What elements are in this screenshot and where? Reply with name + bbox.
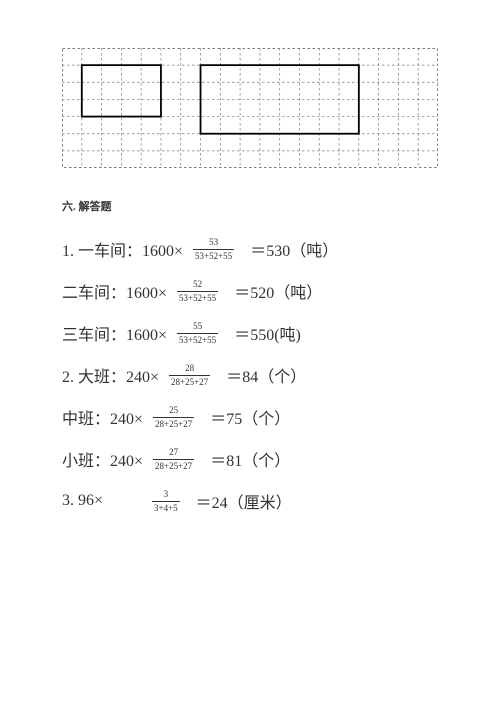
fraction: 5253+52+55 <box>177 279 218 304</box>
fraction: 5353+52+55 <box>193 237 234 262</box>
problem-list: 1. 一车间：1600×5353+52+55＝530（吨）二车间：1600×52… <box>62 234 438 516</box>
problem-row: 二车间：1600× 5253+52+55 ＝520（吨） <box>62 276 438 306</box>
fraction-denominator: 53+52+55 <box>193 249 234 262</box>
fraction-denominator: 53+52+55 <box>177 333 218 346</box>
section-heading: 六. 解答题 <box>62 198 438 214</box>
fraction-denominator: 28+25+27 <box>153 417 194 430</box>
problem-prefix: 小班：240× <box>62 447 143 471</box>
fraction-denominator: 28+25+27 <box>169 375 210 388</box>
fraction: 2728+25+27 <box>153 447 194 472</box>
fraction: 2828+25+27 <box>169 363 210 388</box>
problem-row: 2. 大班：240× 2828+25+27 ＝84（个） <box>62 360 438 390</box>
problem-prefix: 2. 大班：240× <box>62 363 159 387</box>
fraction-numerator: 55 <box>191 321 204 333</box>
fraction-numerator: 27 <box>167 447 180 459</box>
fraction-numerator: 3 <box>162 489 171 501</box>
problem-row: 小班：240× 2728+25+27 ＝81（个） <box>62 444 438 474</box>
problem-result: ＝550(吨) <box>234 321 301 345</box>
problem-prefix: 中班：240× <box>62 405 143 429</box>
problem-row: 3. 96× 33+4+5 ＝24（厘米） <box>62 486 438 516</box>
fraction: 2528+25+27 <box>153 405 194 430</box>
problem-result: ＝84（个） <box>226 363 306 387</box>
fraction: 5553+52+55 <box>177 321 218 346</box>
problem-result: ＝530（吨） <box>250 237 338 261</box>
problem-result: ＝24（厘米） <box>196 489 292 513</box>
fraction: 33+4+5 <box>152 489 180 514</box>
problem-result: ＝75（个） <box>210 405 290 429</box>
problem-prefix: 二车间：1600× <box>62 279 167 303</box>
problem-row: 中班：240× 2528+25+27 ＝75（个） <box>62 402 438 432</box>
problem-result: ＝520（吨） <box>234 279 322 303</box>
fraction-denominator: 53+52+55 <box>177 291 218 304</box>
problem-row: 三车间：1600× 5553+52+55 ＝550(吨) <box>62 318 438 348</box>
problem-prefix: 1. 一车间：1600× <box>62 237 183 261</box>
fraction-denominator: 3+4+5 <box>152 501 180 514</box>
fraction-numerator: 25 <box>167 405 180 417</box>
fraction-denominator: 28+25+27 <box>153 459 194 472</box>
page: 六. 解答题 1. 一车间：1600×5353+52+55＝530（吨）二车间：… <box>0 0 500 707</box>
grid-figure <box>62 48 438 168</box>
problem-prefix: 三车间：1600× <box>62 321 167 345</box>
problem-row: 1. 一车间：1600× 5353+52+55 ＝530（吨） <box>62 234 438 264</box>
fraction-numerator: 53 <box>207 237 220 249</box>
fraction-numerator: 28 <box>183 363 196 375</box>
problem-prefix: 3. 96× <box>62 492 142 510</box>
problem-result: ＝81（个） <box>210 447 290 471</box>
fraction-numerator: 52 <box>191 279 204 291</box>
